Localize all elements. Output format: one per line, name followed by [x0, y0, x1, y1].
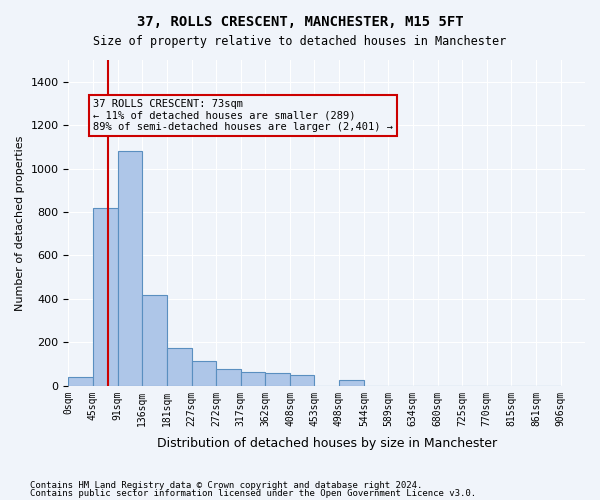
X-axis label: Distribution of detached houses by size in Manchester: Distribution of detached houses by size … [157, 437, 497, 450]
Text: 37 ROLLS CRESCENT: 73sqm
← 11% of detached houses are smaller (289)
89% of semi-: 37 ROLLS CRESCENT: 73sqm ← 11% of detach… [93, 99, 393, 132]
Bar [290, 375, 314, 386]
Bar [192, 361, 216, 386]
Bar [68, 377, 93, 386]
Y-axis label: Number of detached properties: Number of detached properties [15, 135, 25, 310]
Text: Contains public sector information licensed under the Open Government Licence v3: Contains public sector information licen… [30, 488, 476, 498]
Text: 37, ROLLS CRESCENT, MANCHESTER, M15 5FT: 37, ROLLS CRESCENT, MANCHESTER, M15 5FT [137, 15, 463, 29]
Text: Size of property relative to detached houses in Manchester: Size of property relative to detached ho… [94, 35, 506, 48]
Bar [118, 151, 142, 386]
Bar [241, 372, 265, 386]
Bar [339, 380, 364, 386]
Text: Contains HM Land Registry data © Crown copyright and database right 2024.: Contains HM Land Registry data © Crown c… [30, 481, 422, 490]
Bar [142, 294, 167, 386]
Bar [216, 370, 241, 386]
Bar [93, 208, 118, 386]
Bar [167, 348, 192, 386]
Bar [265, 372, 290, 386]
